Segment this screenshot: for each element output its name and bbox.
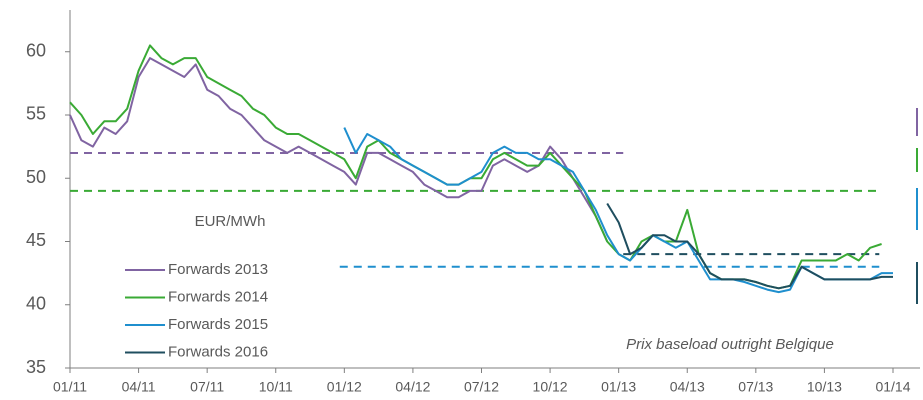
x-tick-label: 01/14 [875,379,910,395]
x-tick-label: 04/11 [122,379,156,395]
legend-label: Forwards 2015 [168,316,268,333]
series-line [69,44,882,290]
x-tick-label: 10/12 [533,379,568,395]
y-tick-label: 40 [26,293,46,313]
y-tick-label: 55 [26,104,46,124]
series-line [69,57,609,242]
y-tick-label: 60 [26,40,46,60]
x-tick-label: 07/12 [464,379,499,395]
series-side-marker [916,108,918,136]
legend-label: Forwards 2013 [168,261,268,278]
x-tick-label: 04/12 [395,379,430,395]
x-tick-label: 01/13 [601,379,636,395]
x-tick-label: 04/13 [670,379,705,395]
legend-label: Forwards 2016 [168,343,268,360]
annotation: Prix baseload outright Belgique [626,336,834,353]
x-tick-label: 07/13 [738,379,773,395]
x-tick-label: 10/11 [259,379,293,395]
x-tick-label: 01/12 [327,379,362,395]
y-axis-label: EUR/MWh [195,213,266,230]
y-tick-label: 50 [26,167,46,187]
y-tick-label: 35 [26,357,46,377]
series-side-marker [916,262,918,304]
x-tick-label: 07/11 [190,379,224,395]
series-side-marker [916,148,918,172]
x-tick-label: 10/13 [807,379,842,395]
series-side-marker [916,188,918,230]
y-tick-label: 45 [26,230,46,250]
series-line [606,202,893,290]
x-tick-label: 01/11 [53,379,87,395]
legend-label: Forwards 2014 [168,288,268,305]
